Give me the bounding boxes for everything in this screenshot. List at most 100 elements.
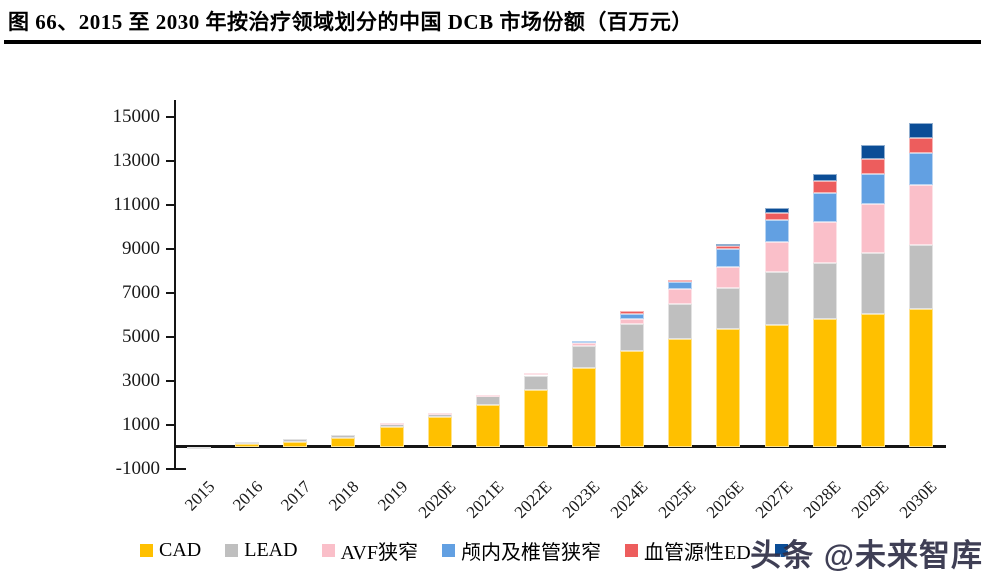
figure-title: 图 66、2015 至 2030 年按治疗领域划分的中国 DCB 市场份额（百万… xyxy=(8,10,693,34)
bar-segment-2025E-series5 xyxy=(668,280,693,283)
bar-segment-2021E-series3 xyxy=(475,395,500,398)
bar-segment-2017-series2 xyxy=(283,438,308,442)
bar-segment-2026E-series3 xyxy=(716,266,741,288)
bar-segment-2028E-series5 xyxy=(812,180,837,194)
x-axis-label: 2028E xyxy=(799,477,845,522)
x-axis-label: 2024E xyxy=(606,477,652,522)
bar-segment-2027E-series2 xyxy=(764,272,789,325)
y-axis-tick xyxy=(166,248,175,250)
y-axis-label: 9000 xyxy=(122,238,160,259)
bar-segment-2028E-series3 xyxy=(812,222,837,263)
y-axis-label: 3000 xyxy=(122,370,160,391)
bar-segment-2029E-series4 xyxy=(860,173,885,205)
legend-swatch xyxy=(140,544,153,557)
bar-segment-2028E-series6 xyxy=(812,174,837,181)
bar-segment-2029E-series3 xyxy=(860,204,885,253)
x-axis-label: 2021E xyxy=(462,477,508,522)
y-axis-tick xyxy=(166,380,175,382)
bar-segment-2023E-series4 xyxy=(572,340,597,343)
bar-segment-2028E-series2 xyxy=(812,262,837,320)
bar-segment-2030E-series4 xyxy=(908,152,933,185)
x-axis-label: 2020E xyxy=(414,477,460,522)
bar-segment-2025E-series3 xyxy=(668,289,693,304)
y-axis-tick xyxy=(166,160,175,162)
bar-segment-2022E-series3 xyxy=(523,373,548,376)
title-divider xyxy=(4,40,981,44)
bar-segment-2026E-series5 xyxy=(716,245,741,250)
y-axis-label: 15000 xyxy=(112,106,161,127)
legend-swatch xyxy=(321,544,335,557)
x-axis-label: 2018 xyxy=(325,477,363,515)
bar-segment-2027E-series5 xyxy=(764,213,789,220)
bar-segment-2019-series3 xyxy=(379,423,404,426)
bar-segment-2028E-series1 xyxy=(812,319,837,447)
bar-segment-2025E-series1 xyxy=(668,339,693,447)
bar-segment-2025E-series4 xyxy=(668,282,693,290)
bar-segment-2027E-series4 xyxy=(764,219,789,242)
legend-item-3: AVF狭窄 xyxy=(321,536,418,565)
y-axis-tick xyxy=(166,204,175,206)
x-axis-label: 2029E xyxy=(847,477,893,522)
bar-segment-2029E-series6 xyxy=(860,144,885,160)
bar-segment-2020E-series3 xyxy=(427,412,452,415)
x-axis-label: 2030E xyxy=(895,477,941,522)
y-axis-label: 13000 xyxy=(112,150,161,171)
y-axis-label: 5000 xyxy=(122,326,160,347)
x-axis-label: 2017 xyxy=(277,477,315,515)
bar-segment-2026E-series1 xyxy=(716,329,741,447)
y-axis-spine xyxy=(174,100,176,470)
bar-segment-2022E-series2 xyxy=(523,375,548,390)
y-axis-label: 11000 xyxy=(113,194,160,215)
legend-swatch xyxy=(774,544,788,557)
bar-segment-2024E-series3 xyxy=(620,319,645,324)
bar-segment-2023E-series2 xyxy=(572,345,597,369)
y-axis-label: -1000 xyxy=(115,458,160,479)
x-axis-label: 2022E xyxy=(510,477,556,522)
bar-segment-2015-series2 xyxy=(187,446,212,449)
bar-segment-2029E-series5 xyxy=(860,159,885,174)
legend-label: AVF狭窄 xyxy=(340,542,418,564)
y-axis-label: 1000 xyxy=(122,414,160,435)
x-axis-line xyxy=(174,445,946,448)
bar-segment-2029E-series2 xyxy=(860,252,885,314)
y-axis-tick xyxy=(166,292,175,294)
legend-swatch xyxy=(442,544,455,557)
watermark: 头条 @未来智库 xyxy=(750,538,983,573)
bar-segment-2030E-series5 xyxy=(908,138,933,153)
bar-segment-2023E-series3 xyxy=(572,342,597,346)
y-axis-tick xyxy=(166,468,175,470)
bar-segment-2018-series1 xyxy=(331,437,356,447)
legend-item-4: 颅内及椎管狭窄 xyxy=(442,536,601,565)
x-axis-label: 2023E xyxy=(558,477,604,522)
legend-item-5: 血管源性ED xyxy=(625,536,751,565)
legend-label: CAD xyxy=(159,539,202,561)
bar-segment-2021E-series2 xyxy=(475,396,500,406)
bar-segment-2019-series1 xyxy=(379,426,404,447)
bar-segment-2027E-series6 xyxy=(764,207,789,214)
legend-swatch xyxy=(225,544,239,557)
x-axis-label: 2019 xyxy=(373,477,411,515)
x-axis-label: 2026E xyxy=(703,477,748,522)
legend-item-2: LEAD xyxy=(225,539,298,562)
bar-segment-2023E-series1 xyxy=(572,368,597,447)
legend-label: 血管源性ED xyxy=(644,542,751,564)
legend-label: LEAD xyxy=(244,539,298,561)
bar-segment-2020E-series1 xyxy=(427,417,452,447)
bar-segment-2028E-series4 xyxy=(812,193,837,223)
legend-item-6 xyxy=(774,544,794,557)
bar-segment-2022E-series1 xyxy=(523,389,548,447)
bar-segment-2024E-series1 xyxy=(620,350,645,447)
bar-segment-2026E-series2 xyxy=(716,287,741,330)
bar-segment-2026E-series6 xyxy=(716,243,741,246)
bar-segment-2024E-series4 xyxy=(620,314,645,320)
x-axis-label: 2015 xyxy=(181,477,219,515)
bar-segment-2026E-series4 xyxy=(716,249,741,267)
bar-segment-2030E-series2 xyxy=(908,245,933,310)
bar-segment-2030E-series1 xyxy=(908,309,933,447)
bar-segment-2021E-series1 xyxy=(475,405,500,447)
bar-segment-2024E-series2 xyxy=(620,324,645,351)
bar-segment-2024E-series5 xyxy=(620,311,645,315)
bar-segment-2016-series1 xyxy=(235,444,260,447)
